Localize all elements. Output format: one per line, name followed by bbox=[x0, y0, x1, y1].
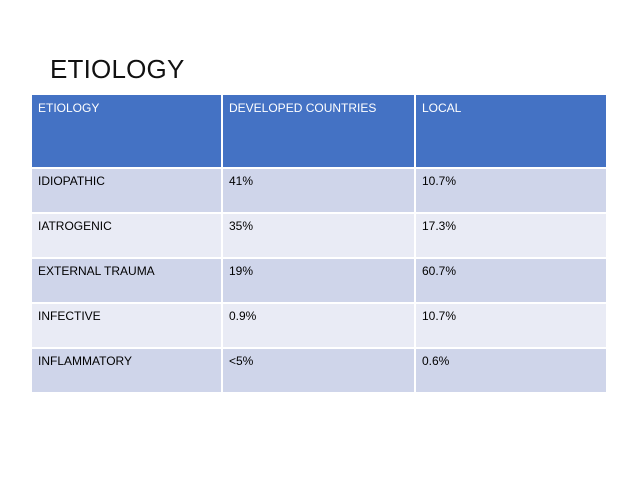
cell-developed-countries: 41% bbox=[222, 168, 416, 214]
cell-etiology: EXTERNAL TRAUMA bbox=[32, 258, 223, 304]
table-header-row: ETIOLOGY DEVELOPED COUNTRIES LOCAL bbox=[32, 95, 606, 169]
header-etiology: ETIOLOGY bbox=[32, 95, 223, 169]
cell-local: 17.3% bbox=[415, 213, 606, 259]
header-developed-countries: DEVELOPED COUNTRIES bbox=[222, 95, 416, 169]
cell-etiology: IDIOPATHIC bbox=[32, 168, 223, 214]
header-local: LOCAL bbox=[415, 95, 606, 169]
table-row: IATROGENIC 35% 17.3% bbox=[32, 213, 606, 259]
cell-etiology: INFLAMMATORY bbox=[32, 348, 223, 394]
table-row: EXTERNAL TRAUMA 19% 60.7% bbox=[32, 258, 606, 304]
table-row: IDIOPATHIC 41% 10.7% bbox=[32, 168, 606, 214]
cell-local: 10.7% bbox=[415, 168, 606, 214]
cell-developed-countries: <5% bbox=[222, 348, 416, 394]
cell-developed-countries: 35% bbox=[222, 213, 416, 259]
cell-local: 10.7% bbox=[415, 303, 606, 349]
etiology-table: ETIOLOGY DEVELOPED COUNTRIES LOCAL IDIOP… bbox=[32, 95, 606, 394]
cell-etiology: INFECTIVE bbox=[32, 303, 223, 349]
slide-title: ETIOLOGY bbox=[50, 54, 185, 84]
cell-developed-countries: 19% bbox=[222, 258, 416, 304]
cell-local: 60.7% bbox=[415, 258, 606, 304]
cell-local: 0.6% bbox=[415, 348, 606, 394]
table-row: INFLAMMATORY <5% 0.6% bbox=[32, 348, 606, 394]
cell-etiology: IATROGENIC bbox=[32, 213, 223, 259]
table-row: INFECTIVE 0.9% 10.7% bbox=[32, 303, 606, 349]
cell-developed-countries: 0.9% bbox=[222, 303, 416, 349]
